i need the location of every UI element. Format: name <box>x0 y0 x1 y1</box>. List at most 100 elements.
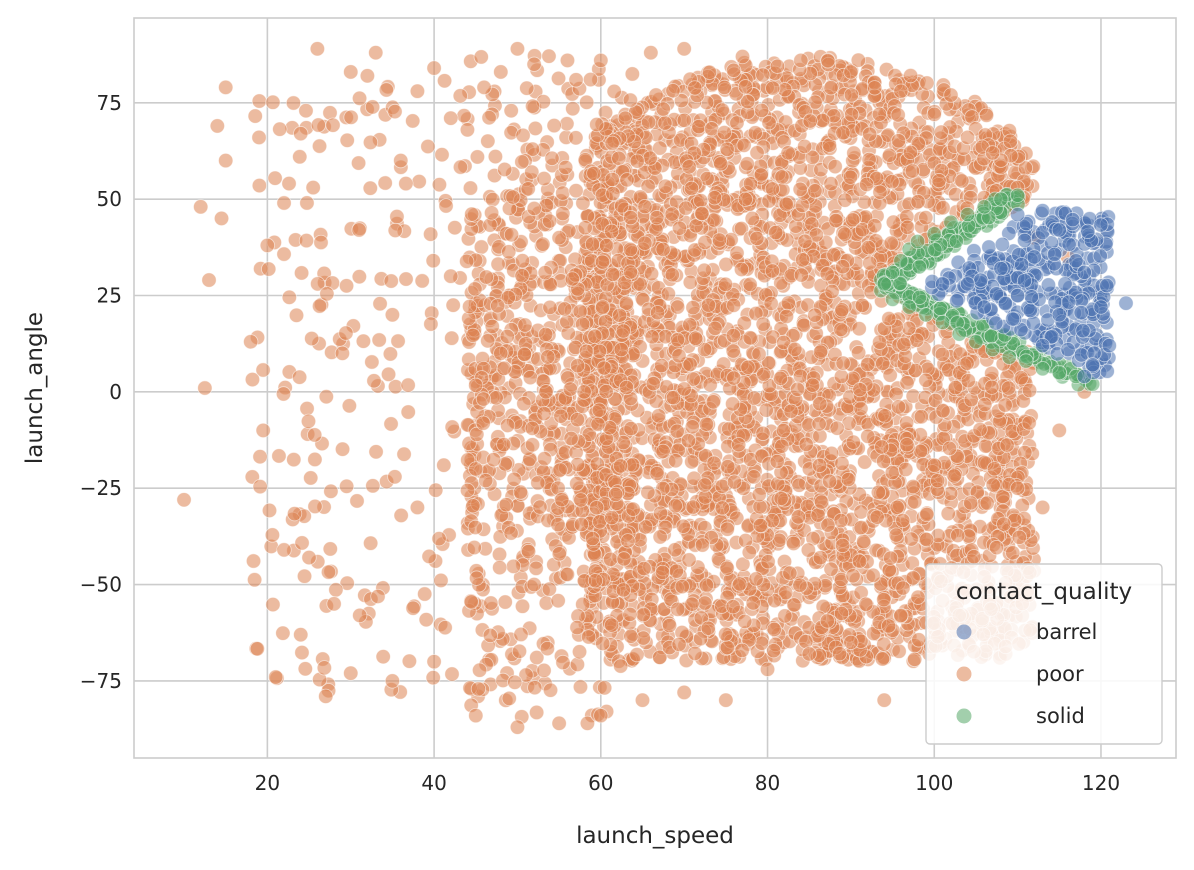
poor-point <box>802 113 818 129</box>
poor-point <box>501 244 517 260</box>
poor-point <box>577 220 593 236</box>
poor-point <box>758 402 774 418</box>
poor-point <box>569 656 586 673</box>
poor-point <box>286 506 303 522</box>
solid-point <box>985 341 1001 358</box>
poor-point <box>467 281 483 297</box>
poor-point <box>276 542 292 558</box>
poor-point <box>519 80 535 96</box>
poor-point <box>926 106 942 122</box>
poor-point <box>636 560 652 577</box>
poor-point <box>568 130 584 146</box>
poor-point <box>746 469 762 485</box>
poor-point <box>310 117 326 133</box>
poor-point <box>209 118 225 134</box>
poor-point <box>833 513 849 529</box>
poor-point <box>437 620 453 636</box>
poor-point <box>637 198 653 215</box>
poor-point <box>339 478 355 494</box>
poor-point <box>193 199 209 215</box>
poor-point <box>860 356 876 373</box>
poor-point <box>218 153 234 169</box>
poor-point <box>343 109 359 125</box>
poor-point <box>365 478 381 494</box>
poor-point <box>434 147 450 163</box>
poor-point <box>341 398 357 414</box>
poor-point <box>824 283 840 300</box>
poor-point <box>871 106 888 122</box>
poor-point <box>741 544 757 560</box>
poor-point <box>485 192 501 208</box>
poor-point <box>352 607 368 624</box>
poor-point <box>319 286 335 302</box>
solid-point <box>1035 361 1051 377</box>
poor-point <box>843 106 860 123</box>
poor-point <box>351 222 367 238</box>
poor-point <box>473 49 489 65</box>
poor-point <box>852 382 868 398</box>
poor-point <box>563 430 579 447</box>
poor-point <box>552 462 568 478</box>
poor-point <box>595 299 611 315</box>
poor-point <box>823 561 839 577</box>
poor-point <box>587 573 604 589</box>
poor-point <box>438 198 454 214</box>
solid-point <box>968 334 984 350</box>
poor-point <box>950 527 966 544</box>
poor-point <box>764 181 781 197</box>
poor-point <box>307 451 323 468</box>
poor-point <box>584 530 601 547</box>
poor-point <box>996 516 1012 532</box>
poor-point <box>598 383 614 400</box>
poor-point <box>423 316 439 332</box>
poor-point <box>398 271 414 287</box>
solid-point <box>932 300 948 317</box>
poor-point <box>979 495 995 511</box>
poor-point <box>550 70 567 87</box>
poor-point <box>668 453 684 469</box>
poor-point <box>919 531 935 548</box>
poor-point <box>640 484 656 500</box>
poor-point <box>493 64 509 80</box>
poor-point <box>383 273 399 289</box>
poor-point <box>812 396 828 412</box>
poor-point <box>447 220 463 236</box>
poor-point <box>473 239 490 255</box>
poor-point <box>833 605 850 622</box>
poor-point <box>881 618 897 634</box>
poor-point <box>654 564 671 581</box>
poor-point <box>462 180 479 196</box>
poor-point <box>649 305 666 321</box>
poor-point <box>503 525 519 541</box>
poor-point <box>559 116 575 132</box>
poor-point <box>475 391 492 407</box>
poor-point <box>558 159 574 176</box>
poor-point <box>872 334 888 350</box>
solid-point <box>926 226 942 242</box>
poor-point <box>725 327 741 344</box>
poor-point <box>729 245 745 261</box>
poor-point <box>363 535 379 551</box>
poor-point <box>275 625 291 641</box>
poor-point <box>869 509 885 525</box>
poor-point <box>272 121 288 137</box>
poor-point <box>883 235 899 251</box>
poor-point <box>919 75 935 91</box>
poor-point <box>691 118 707 135</box>
poor-point <box>252 479 268 495</box>
poor-point <box>362 134 379 151</box>
poor-point <box>579 94 595 110</box>
poor-point <box>655 101 671 117</box>
poor-point <box>935 403 951 419</box>
poor-point <box>811 416 827 432</box>
poor-point <box>514 154 530 170</box>
poor-point <box>338 278 355 294</box>
poor-point <box>384 307 401 323</box>
poor-point <box>845 434 861 450</box>
poor-point <box>387 469 403 485</box>
poor-point <box>245 553 262 569</box>
poor-point <box>497 594 513 610</box>
poor-point <box>934 346 950 362</box>
poor-point <box>697 477 713 493</box>
poor-point <box>456 108 472 124</box>
